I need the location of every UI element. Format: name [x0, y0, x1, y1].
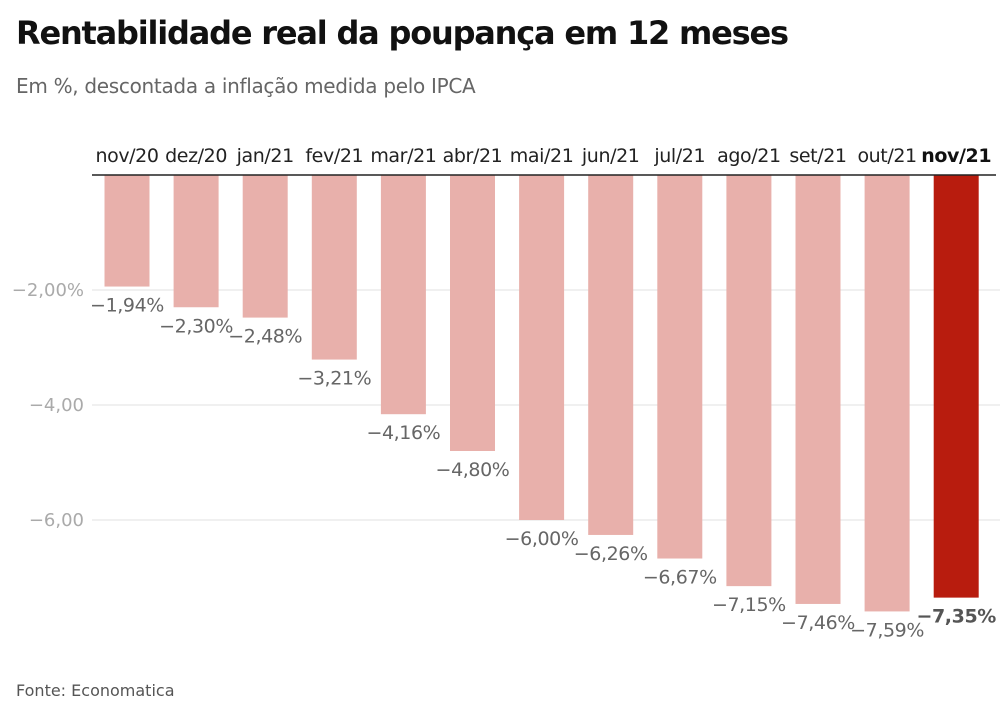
data-label: −6,00%	[505, 528, 579, 550]
data-label: −7,46%	[781, 612, 855, 634]
category-label: nov/21	[921, 145, 991, 167]
data-label: −3,21%	[297, 368, 371, 390]
bar-nov-21	[933, 175, 979, 598]
category-label: nov/20	[95, 145, 158, 167]
data-label: −4,80%	[436, 459, 510, 481]
category-label: dez/20	[165, 145, 227, 167]
bar-jun-21	[588, 175, 634, 535]
category-label: mai/21	[510, 145, 574, 167]
bar-out-21	[864, 175, 910, 612]
category-label: jan/21	[236, 145, 294, 167]
bar-jul-21	[657, 175, 703, 559]
data-label: −2,30%	[159, 315, 233, 337]
data-label: −2,48%	[228, 326, 302, 348]
category-label: ago/21	[717, 145, 781, 167]
data-label: −6,26%	[574, 543, 648, 565]
source-note: Fonte: Economatica	[16, 681, 175, 700]
chart-title: Rentabilidade real da poupança em 12 mes…	[16, 14, 789, 52]
bar-mai-21	[519, 175, 565, 520]
bar-set-21	[795, 175, 841, 604]
category-label: mar/21	[370, 145, 436, 167]
data-label: −7,59%	[850, 619, 924, 641]
bar-mar-21	[380, 175, 426, 415]
category-label: abr/21	[443, 145, 503, 167]
bar-abr-21	[450, 175, 495, 451]
data-label: −7,15%	[712, 594, 786, 616]
bar-fev-21	[311, 175, 357, 360]
category-label: out/21	[857, 145, 916, 167]
category-label: jun/21	[581, 145, 640, 167]
y-tick-label: −4,00	[29, 395, 84, 416]
category-label: fev/21	[305, 145, 363, 167]
bar-dez-20	[173, 175, 219, 308]
y-tick-label: −2,00%	[12, 280, 84, 301]
category-label: set/21	[789, 145, 846, 167]
bar-jan-21	[242, 175, 288, 318]
data-label: −4,16%	[366, 422, 440, 444]
bar-ago-21	[726, 175, 772, 587]
data-label: −6,67%	[643, 567, 717, 589]
chart-subtitle: Em %, descontada a inflação medida pelo …	[16, 74, 476, 98]
data-label: −7,35%	[916, 606, 996, 628]
data-label: −1,94%	[90, 295, 164, 317]
bar-nov-20	[104, 175, 150, 287]
y-tick-label: −6,00	[29, 510, 84, 531]
category-label: jul/21	[653, 145, 705, 167]
